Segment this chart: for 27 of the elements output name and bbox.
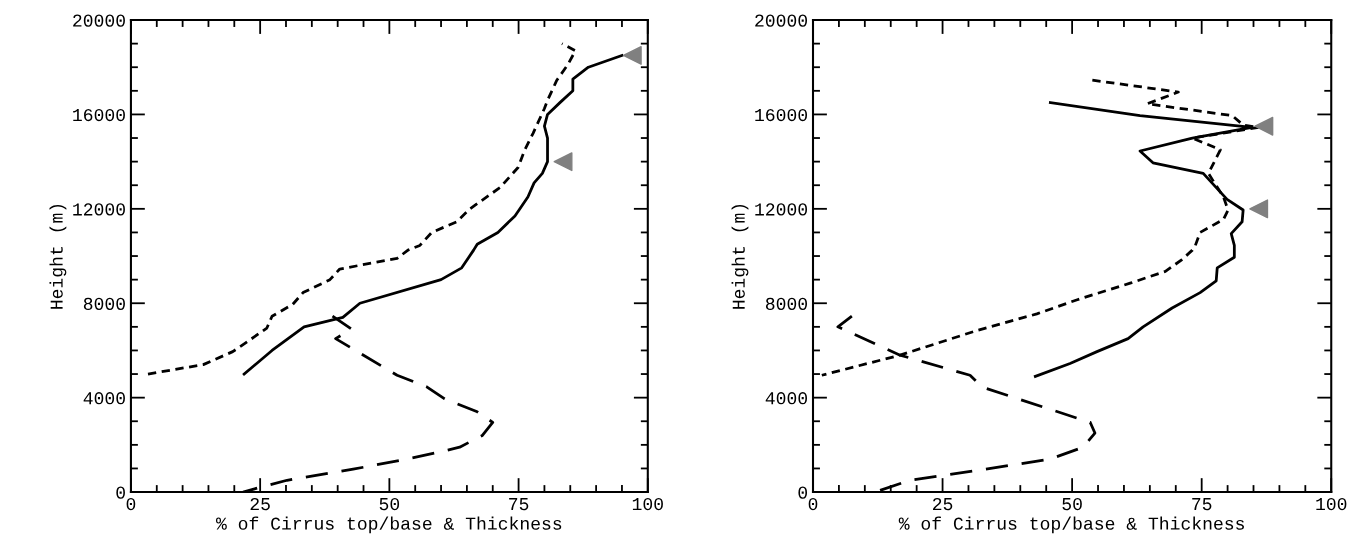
x-tick-label: 0	[126, 497, 136, 511]
y-tick-label: 0	[798, 486, 808, 499]
y-tick-label: 8000	[83, 297, 125, 310]
x-tick-label: 100	[632, 497, 663, 511]
x-axis-title: % of Cirrus top/base & Thickness	[215, 516, 562, 534]
y-axis-title: Height (m)	[49, 204, 67, 309]
y-tick-label: 8000	[765, 297, 808, 310]
y-tick-label: 4000	[765, 392, 808, 405]
y-tick-label: 16000	[73, 108, 125, 122]
y-tick-label: 12000	[755, 203, 808, 216]
x-tick-label: 75	[1192, 498, 1212, 511]
y-tick-label: 20000	[73, 14, 125, 27]
x-tick-label: 0	[808, 497, 818, 511]
x-tick-label: 100	[1316, 497, 1347, 511]
x-tick-label: 25	[933, 497, 953, 511]
y-tick-label: 0	[116, 486, 125, 499]
x-tick-label: 75	[509, 498, 529, 511]
y-tick-label: 20000	[755, 14, 808, 27]
x-tick-label: 50	[379, 497, 400, 511]
x-tick-label: 25	[250, 497, 270, 511]
y-tick-label: 12000	[73, 203, 125, 216]
y-tick-label: 16000	[755, 108, 808, 122]
x-axis-title: % of Cirrus top/base & Thickness	[898, 516, 1244, 534]
y-tick-label: 4000	[83, 392, 125, 405]
line-series	[146, 42, 577, 376]
y-axis-title: Height (m)	[731, 204, 749, 309]
x-tick-label: 50	[1062, 497, 1082, 511]
